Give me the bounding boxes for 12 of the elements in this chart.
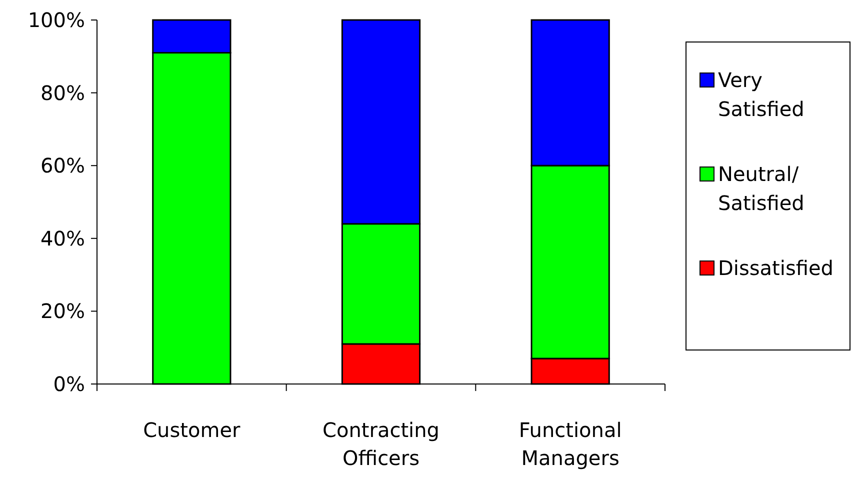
x-tick-label: Customer bbox=[143, 418, 242, 442]
x-tick-label: Contracting Officers bbox=[322, 418, 440, 470]
y-tick-label: 100% bbox=[28, 8, 85, 32]
legend-label: Dissatisfied bbox=[718, 256, 834, 280]
legend-label: Neutral/Satisfied bbox=[718, 162, 804, 215]
x-tick-label: Functional Managers bbox=[518, 418, 622, 470]
y-tick-label: 20% bbox=[40, 299, 85, 324]
legend-label: Very Satisfied bbox=[718, 68, 804, 121]
y-tick-label: 40% bbox=[40, 226, 85, 250]
y-tick-label: 0% bbox=[53, 372, 85, 396]
y-tick-label: 80% bbox=[40, 80, 85, 105]
y-tick-label: 60% bbox=[40, 154, 85, 178]
